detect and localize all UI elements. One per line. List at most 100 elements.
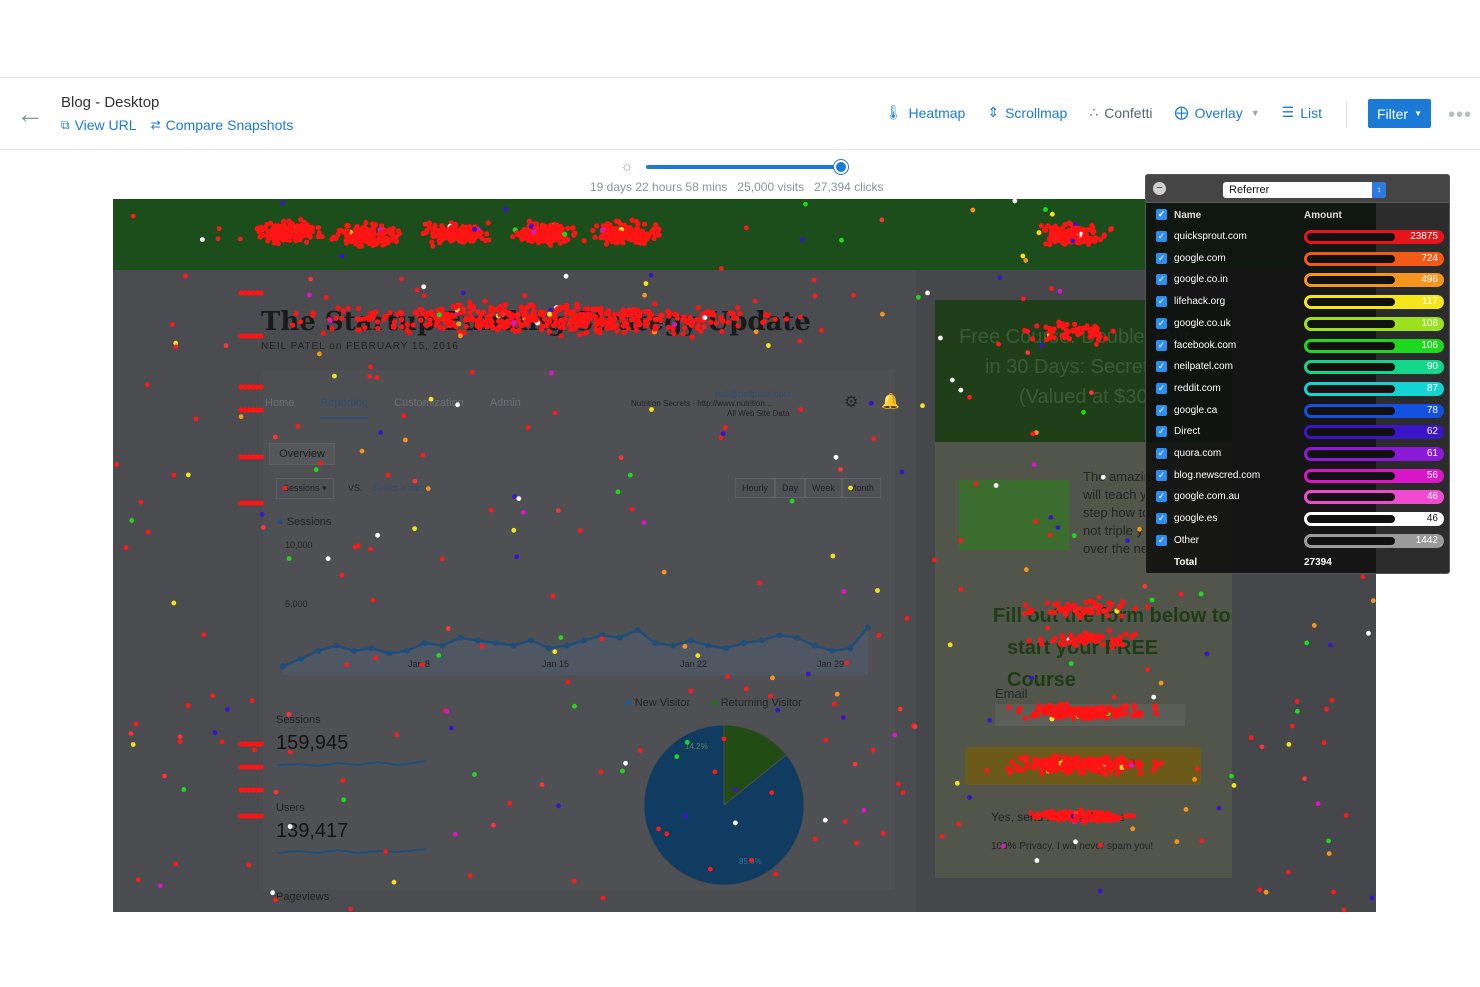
tab-overlay[interactable]: ⨁ Overlay ▼ [1174, 104, 1260, 121]
click-dot [375, 325, 381, 332]
back-arrow-icon[interactable]: ← [16, 98, 44, 129]
click-dot [636, 318, 642, 324]
referrer-checkbox[interactable]: ✓ [1156, 404, 1167, 416]
referrer-checkbox[interactable]: ✓ [1156, 534, 1167, 546]
referrer-bar-inner [1307, 363, 1395, 372]
click-dot [1038, 223, 1044, 229]
view-url-link[interactable]: ⧉ View URL [61, 117, 137, 133]
click-dot [970, 207, 976, 213]
click-dot [348, 235, 354, 241]
click-dot [996, 341, 1001, 347]
click-dot [1022, 715, 1028, 722]
click-dot [987, 717, 993, 723]
click-dot [1030, 336, 1036, 342]
referrer-checkbox[interactable]: ✓ [1156, 382, 1167, 394]
click-dot [967, 795, 972, 800]
click-dot [529, 302, 535, 308]
click-dot [1066, 639, 1072, 646]
plus-circle-icon: ⨁ [1174, 104, 1189, 120]
scroll-icon: ⇕ [987, 104, 1000, 120]
click-dot [671, 331, 677, 337]
referrer-checkbox[interactable]: ✓ [1156, 448, 1167, 459]
click-dot [332, 373, 337, 379]
referrer-dropdown[interactable]: Referrer ↕ [1223, 182, 1386, 198]
click-dot [1294, 699, 1300, 704]
click-dot [1089, 715, 1095, 722]
click-dot [659, 313, 665, 318]
collapse-icon[interactable]: − [1153, 182, 1166, 195]
referrer-checkbox[interactable]: ✓ [1156, 252, 1167, 264]
time-slider-handle[interactable] [834, 160, 848, 174]
click-dot [1065, 606, 1071, 612]
click-dot [181, 787, 187, 792]
click-dot [238, 500, 244, 506]
click-dot [1091, 229, 1097, 235]
referrer-panel-header: − Referrer ↕ [1146, 175, 1449, 203]
click-dot [571, 878, 577, 884]
referrer-bar-inner [1307, 515, 1395, 524]
click-dot [1096, 705, 1102, 711]
filter-button[interactable]: Filter ▼ [1368, 99, 1431, 128]
click-dot [435, 307, 441, 313]
click-dot [434, 319, 440, 325]
click-dot [613, 218, 619, 224]
x-tick-jan29: Jan 29 [817, 659, 845, 669]
referrer-checkbox[interactable]: ✓ [1156, 513, 1167, 525]
view-mode-nav: 🌡 Heatmap ⇕ Scrollmap ∴ Confetti ⨁ Overlay ▼ … [885, 104, 1322, 121]
compare-snapshots-link[interactable]: ⇄ Compare Snapshots [151, 117, 294, 133]
more-options-icon[interactable]: ••• [1448, 104, 1473, 126]
click-dot [1058, 708, 1064, 714]
tab-list[interactable]: ☰ List [1281, 104, 1322, 121]
click-dot [1259, 744, 1265, 750]
click-dot [1098, 236, 1104, 243]
click-dot [1174, 839, 1180, 845]
click-dot [504, 318, 510, 324]
click-dot [629, 506, 635, 512]
referrer-checkbox[interactable]: ✓ [1156, 339, 1167, 351]
click-dot [653, 222, 659, 228]
referrer-checkbox[interactable]: ✓ [1156, 317, 1167, 329]
referrer-color-bar: 1442 [1304, 533, 1444, 548]
click-dot [254, 764, 260, 770]
time-slider-track[interactable] [646, 160, 848, 174]
tab-confetti[interactable]: ∴ Confetti [1089, 104, 1153, 121]
click-dot [259, 511, 265, 517]
referrer-checkbox[interactable]: ✓ [1156, 361, 1167, 373]
select-all-checkbox[interactable]: ✓ [1156, 209, 1167, 220]
click-dot [1122, 758, 1128, 764]
click-dot [399, 324, 405, 330]
click-dot [367, 373, 372, 379]
referrer-name: google.com.au [1174, 491, 1240, 503]
referrer-checkbox[interactable]: ✓ [1156, 469, 1167, 481]
click-dot [465, 234, 471, 240]
click-dot [1073, 839, 1078, 845]
sessions-line-chart [280, 624, 871, 675]
click-dot [417, 306, 423, 313]
click-dot [1027, 610, 1033, 616]
click-dot [404, 321, 410, 327]
click-dot [621, 329, 627, 335]
referrer-checkbox[interactable]: ✓ [1156, 296, 1167, 308]
click-dot [382, 241, 388, 247]
overview-tab: Overview [269, 443, 335, 465]
referrer-checkbox[interactable]: ✓ [1156, 491, 1167, 503]
click-dot [572, 703, 577, 709]
click-dot [1128, 633, 1134, 640]
click-dot [1126, 812, 1132, 819]
tab-heatmap[interactable]: 🌡 Heatmap [884, 104, 966, 121]
tab-scrollmap[interactable]: ⇕ Scrollmap [987, 104, 1068, 121]
referrer-checkbox[interactable]: ✓ [1156, 274, 1167, 286]
referrer-checkbox[interactable]: ✓ [1156, 426, 1167, 438]
click-dot [823, 737, 829, 743]
click-dot [387, 310, 393, 316]
click-dot [523, 319, 529, 325]
click-dot [258, 407, 264, 413]
ga-account-sub: Nutrition Secrets - http://www.nutrition… [631, 399, 772, 408]
click-dot [550, 237, 556, 244]
click-dot [1289, 723, 1295, 729]
referrer-row: ✓ google.co.uk 108 [1146, 314, 1449, 336]
referrer-checkbox[interactable]: ✓ [1156, 231, 1167, 242]
click-dot [479, 235, 485, 242]
click-dot [456, 321, 462, 327]
click-dot [372, 222, 378, 228]
